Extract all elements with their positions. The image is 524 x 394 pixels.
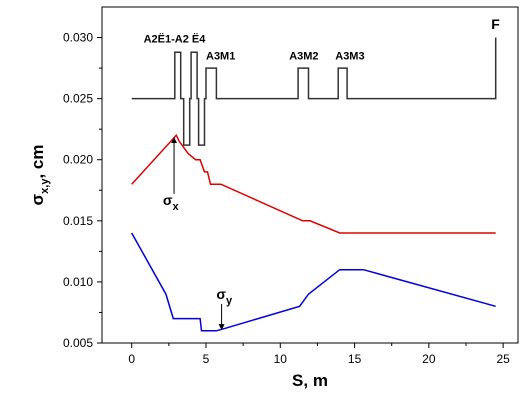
y-axis-title: σx,y, cm bbox=[28, 145, 51, 206]
y-tick-label: 0.005 bbox=[63, 336, 93, 350]
y-tick-label: 0.010 bbox=[63, 275, 93, 289]
x-tick-label: 0 bbox=[128, 352, 135, 366]
y-axis-title-sub: x,y bbox=[39, 178, 51, 194]
element-label: А2Ё1-А2 Ё4 bbox=[144, 32, 207, 45]
annotation-label-base: σ bbox=[216, 286, 226, 302]
x-axis-title: S, m bbox=[292, 371, 328, 390]
element-label: А3М2 bbox=[289, 51, 318, 63]
y-tick-label: 0.030 bbox=[63, 31, 93, 45]
x-tick-label: 20 bbox=[422, 352, 436, 366]
series-line-lattice bbox=[131, 37, 497, 146]
element-label: F bbox=[491, 16, 500, 32]
element-label: А3М3 bbox=[335, 51, 364, 63]
annotation-label-sub: x bbox=[172, 201, 179, 213]
plot-frame bbox=[101, 6, 519, 344]
annotation-label-sx: σx bbox=[163, 192, 180, 213]
annotation-label-sy: σy bbox=[216, 286, 233, 307]
x-tick-label: 15 bbox=[348, 352, 362, 366]
y-axis-title-base: σ bbox=[28, 193, 47, 205]
series-line-sigma_x bbox=[131, 133, 496, 234]
series-line-sigma_y bbox=[131, 232, 496, 332]
element-label: А3М1 bbox=[206, 51, 235, 63]
y-tick-label: 0.020 bbox=[63, 153, 93, 167]
y-tick-label: 0.025 bbox=[63, 92, 93, 106]
y-tick-label: 0.015 bbox=[63, 214, 93, 228]
y-axis-title-unit: , cm bbox=[28, 145, 47, 179]
x-tick-label: 5 bbox=[203, 352, 210, 366]
annotation-label-sub: y bbox=[226, 295, 233, 307]
annotation-label-base: σ bbox=[163, 192, 173, 208]
x-tick-label: 25 bbox=[496, 352, 510, 366]
x-tick-label: 10 bbox=[274, 352, 288, 366]
